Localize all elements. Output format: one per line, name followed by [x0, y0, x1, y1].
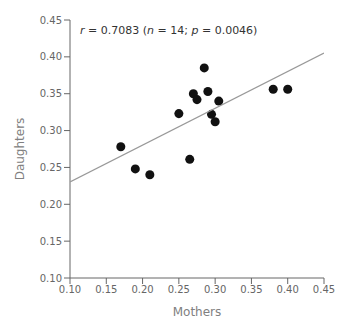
svg-text:0.20: 0.20 — [131, 284, 153, 295]
svg-text:Mothers: Mothers — [173, 305, 222, 319]
svg-text:0.10: 0.10 — [40, 273, 62, 284]
svg-text:0.25: 0.25 — [168, 284, 190, 295]
svg-text:0.15: 0.15 — [95, 284, 117, 295]
svg-text:0.35: 0.35 — [40, 88, 62, 99]
svg-text:Daughters: Daughters — [13, 118, 27, 181]
svg-text:0.30: 0.30 — [204, 284, 226, 295]
svg-text:0.10: 0.10 — [59, 284, 81, 295]
svg-text:0.30: 0.30 — [40, 125, 62, 136]
svg-text:0.15: 0.15 — [40, 236, 62, 247]
svg-text:0.40: 0.40 — [40, 51, 62, 62]
html-text:r = 0.7083 (n = 14; p = 0.0046: r = 0.7083 (n = 14; p = 0.0046) — [80, 24, 258, 37]
svg-text:0.45: 0.45 — [313, 284, 335, 295]
svg-text:0.35: 0.35 — [240, 284, 262, 295]
svg-text:0.25: 0.25 — [40, 162, 62, 173]
svg-text:0.45: 0.45 — [40, 15, 62, 26]
svg-text:0.40: 0.40 — [277, 284, 299, 295]
svg-text:0.20: 0.20 — [40, 199, 62, 210]
